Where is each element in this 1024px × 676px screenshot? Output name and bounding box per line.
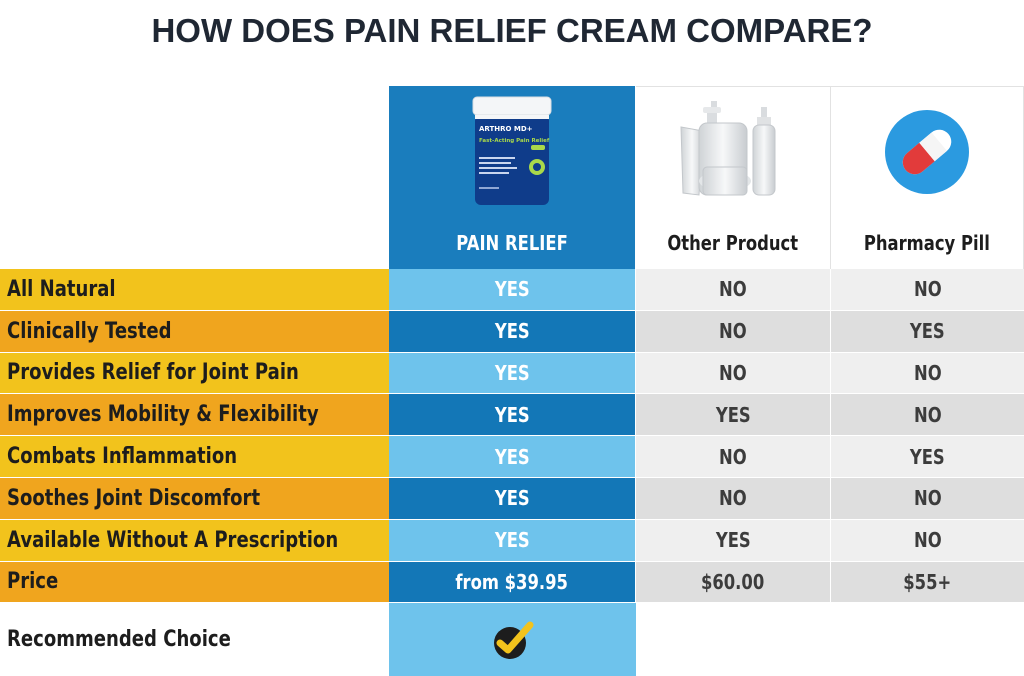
- pain-relief-value: YES: [389, 269, 636, 310]
- pain-relief-value: YES: [389, 394, 636, 436]
- pharmacy-pill-value: NO: [831, 269, 1024, 310]
- bottles-icon: [680, 100, 776, 196]
- pain-relief-value: YES: [389, 310, 636, 352]
- column-label-pain-relief: PAIN RELIEF: [456, 230, 568, 255]
- recommended-empty-other: [636, 603, 831, 676]
- pharmacy-pill-value: NO: [831, 394, 1024, 436]
- pharmacy-pill-value: NO: [831, 519, 1024, 561]
- price-row: Price from $39.95 $60.00 $55+: [0, 561, 1024, 604]
- pharmacy-pill-image: [831, 87, 1023, 216]
- header-pain-relief: ARTHRO MD+ Fast-Acting Pain Relief PAIN …: [389, 86, 636, 269]
- other-product-value: NO: [636, 477, 831, 519]
- comparison-table: ARTHRO MD+ Fast-Acting Pain Relief PAIN …: [0, 86, 1024, 676]
- table-row: All Natural YES NO NO: [0, 269, 1024, 311]
- other-product-value: NO: [636, 352, 831, 394]
- feature-label: Soothes Joint Discomfort: [0, 477, 389, 519]
- table-header-row: ARTHRO MD+ Fast-Acting Pain Relief PAIN …: [0, 86, 1024, 269]
- jar-brand-text: ARTHRO MD+: [479, 125, 533, 133]
- pharmacy-pill-value: YES: [831, 310, 1024, 352]
- other-product-value: NO: [636, 310, 831, 352]
- page-title: HOW DOES PAIN RELIEF CREAM COMPARE?: [151, 12, 873, 49]
- feature-label: Clinically Tested: [0, 310, 389, 352]
- other-product-image: [636, 87, 830, 216]
- product-jar-image: ARTHRO MD+ Fast-Acting Pain Relief: [389, 86, 635, 216]
- pharmacy-pill-price: $55+: [831, 561, 1024, 603]
- table-row: Provides Relief for Joint Pain YES NO NO: [0, 352, 1024, 395]
- recommended-empty-pill: [831, 603, 1024, 676]
- feature-label: Combats Inflammation: [0, 436, 389, 477]
- other-product-value: NO: [636, 436, 831, 477]
- table-row: Combats Inflammation YES NO YES: [0, 436, 1024, 478]
- header-other-product: Other Product: [636, 86, 831, 269]
- column-label-pharmacy-pill: Pharmacy Pill: [863, 230, 990, 255]
- checkmark-badge-icon: [493, 621, 533, 659]
- pain-relief-value: YES: [389, 477, 636, 519]
- pharmacy-pill-value: YES: [831, 436, 1024, 477]
- table-row: Available Without A Prescription YES YES…: [0, 519, 1024, 562]
- feature-label: All Natural: [0, 269, 389, 310]
- pharmacy-pill-value: NO: [831, 477, 1024, 519]
- recommended-label: Recommended Choice: [0, 603, 389, 676]
- other-product-value: NO: [636, 269, 831, 310]
- other-product-value: YES: [636, 519, 831, 561]
- pharmacy-pill-value: NO: [831, 352, 1024, 394]
- pain-relief-value: YES: [389, 352, 636, 394]
- other-product-price: $60.00: [636, 561, 831, 603]
- other-product-value: YES: [636, 394, 831, 436]
- table-row: Clinically Tested YES NO YES: [0, 310, 1024, 353]
- pain-relief-price: from $39.95: [389, 561, 636, 603]
- feature-label: Improves Mobility & Flexibility: [0, 394, 389, 436]
- table-row: Improves Mobility & Flexibility YES YES …: [0, 394, 1024, 437]
- column-label-other-product: Other Product: [667, 230, 799, 255]
- header-empty-cell: [0, 86, 389, 269]
- cream-jar-icon: ARTHRO MD+ Fast-Acting Pain Relief: [472, 96, 552, 205]
- recommended-row: Recommended Choice: [0, 603, 1024, 676]
- pill-capsule-icon: [885, 109, 969, 194]
- recommended-check-cell: [389, 603, 636, 676]
- table-row: Soothes Joint Discomfort YES NO NO: [0, 477, 1024, 520]
- feature-label: Price: [0, 561, 389, 603]
- feature-label: Provides Relief for Joint Pain: [0, 352, 389, 394]
- header-pharmacy-pill: Pharmacy Pill: [831, 86, 1024, 269]
- pain-relief-value: YES: [389, 519, 636, 561]
- feature-label: Available Without A Prescription: [0, 519, 389, 561]
- jar-line-text: Fast-Acting Pain Relief: [479, 138, 550, 144]
- pain-relief-value: YES: [389, 436, 636, 477]
